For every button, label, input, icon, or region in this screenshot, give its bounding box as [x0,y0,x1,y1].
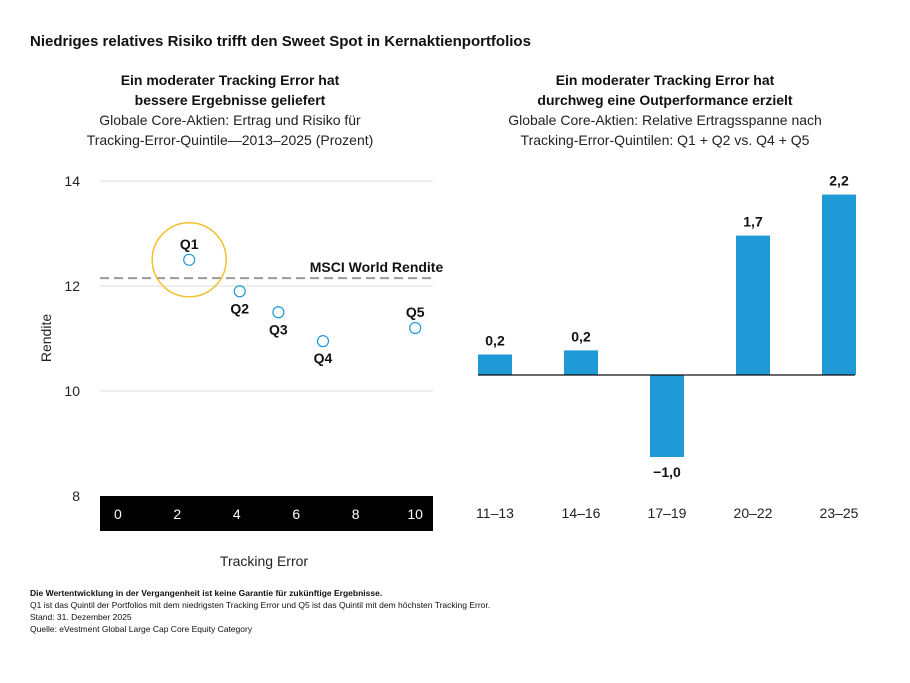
scatter-x-tick-label: 8 [352,506,360,522]
scatter-x-tick-label: 6 [292,506,300,522]
bar-3 [650,375,684,457]
footnote-disclaimer: Die Wertentwicklung in der Vergangenheit… [30,588,383,598]
bar-1 [478,354,512,375]
right-panel-subtitle-line1: Globale Core-Aktien: Relative Ertragsspa… [508,112,822,128]
right-panel-subtitle-line2: Tracking-Error-Quintilen: Q1 + Q2 vs. Q4… [520,132,810,148]
bar-category-label: 14–16 [562,505,601,521]
right-panel-header: Ein moderater Tracking Error hat durchwe… [470,70,860,150]
bar-data-label: 0,2 [485,333,505,349]
scatter-point-label: Q2 [230,300,249,316]
footnote-source: Quelle: eVestment Global Large Cap Core … [30,624,253,634]
bar-4 [736,235,770,375]
reference-line-label: MSCI World Rendite [310,259,444,275]
bar-data-label: −1,0 [653,464,681,480]
bar-data-label: 0,2 [571,328,591,344]
scatter-y-tick-label: 12 [64,278,80,294]
scatter-y-ticks: 8 10 12 14 [64,173,80,504]
bar-chart: 0,2 11–13 0,2 14–16 −1,0 17–19 1,7 20–22 2,2 23–2… [476,173,859,521]
footnotes: Die Wertentwicklung in der Vergangenheit… [30,587,490,635]
scatter-point-q1 [183,253,196,266]
scatter-point-label: Q4 [314,350,333,366]
left-panel-header: Ein moderater Tracking Error hat bessere… [60,70,400,150]
scatter-y-tick-label: 10 [64,383,80,399]
scatter-point-q4 [316,335,330,348]
bar-5 [822,194,856,375]
scatter-y-tick-label: 8 [72,488,80,504]
bar-data-label: 2,2 [829,173,849,189]
scatter-point-q2 [233,285,246,298]
scatter-point-q3 [272,306,285,319]
scatter-point-label: Q5 [406,304,425,320]
footnote-date: Stand: 31. Dezember 2025 [30,612,132,622]
left-panel-title-line1: Ein moderater Tracking Error hat [120,72,340,88]
q1-highlight-circle [151,222,227,298]
scatter-x-tick-label: 0 [114,506,122,522]
scatter-y-tick-label: 14 [64,173,80,189]
footnote-quintile-explanation: Q1 ist das Quintil der Portfolios mit de… [30,600,491,610]
x-axis-band [100,496,433,531]
scatter-points: Q1 Q2 Q3 Q4 Q5 [180,236,425,366]
scatter-y-axis-label: Rendite [38,314,54,362]
right-panel-title-line1: Ein moderater Tracking Error hat [555,72,775,88]
scatter-point-label: Q1 [180,236,199,252]
scatter-x-axis-band: 0 2 4 6 8 10 [100,496,433,531]
bar-category-label: 17–19 [648,505,687,521]
right-panel-title-line2: durchweg eine Outperformance erzielt [537,92,793,108]
scatter-x-tick-label: 4 [233,506,241,522]
scatter-x-tick-label: 10 [407,506,423,522]
bar-data-label: 1,7 [743,214,763,230]
scatter-point-label: Q3 [269,321,288,337]
left-panel-subtitle-line1: Globale Core-Aktien: Ertrag und Risiko f… [99,112,361,128]
msci-reference-line: MSCI World Rendite [100,259,444,280]
main-title: Niedriges relatives Risiko trifft den Sw… [30,33,531,50]
left-panel-subtitle-line2: Tracking-Error-Quintile—2013–2025 (Proze… [86,132,374,148]
left-panel-title-line2: bessere Ergebnisse geliefert [134,92,326,108]
scatter-x-tick-label: 2 [173,506,181,522]
bar-2 [564,350,598,375]
bar-category-label: 20–22 [734,505,773,521]
bar-category-label: 23–25 [820,505,859,521]
scatter-point-q5 [409,321,422,335]
bar-category-label: 11–13 [476,505,514,521]
scatter-grid [100,180,433,392]
highlight-circle [151,222,227,298]
scatter-x-axis-label: Tracking Error [220,553,309,569]
